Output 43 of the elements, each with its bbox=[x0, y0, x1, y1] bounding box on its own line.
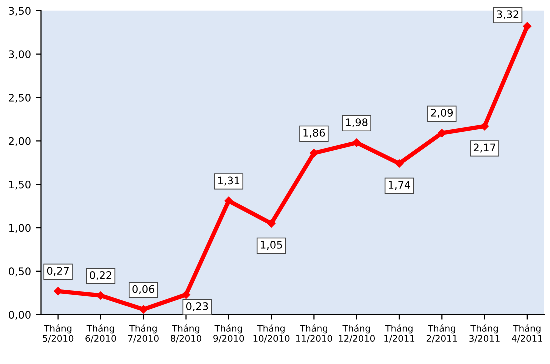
x-tick-label: Tháng 5/2010 bbox=[43, 324, 74, 343]
x-tick-label: Tháng 2/2011 bbox=[426, 324, 458, 343]
point bbox=[310, 149, 318, 158]
x-tick-label: Tháng 4/2011 bbox=[512, 324, 542, 343]
point bbox=[438, 129, 446, 138]
x-tick-label: Tháng 1/2011 bbox=[384, 324, 415, 343]
data-label: 3,32 bbox=[497, 10, 519, 20]
data-label: 1,31 bbox=[218, 176, 240, 186]
y-tick-label: 3,50 bbox=[9, 7, 31, 16]
x-tick-label: Tháng 10/2010 bbox=[254, 324, 290, 343]
point bbox=[224, 196, 234, 206]
data-label: 0,23 bbox=[186, 302, 208, 312]
data-label: 0,27 bbox=[47, 267, 70, 276]
x-tick-label: Tháng 3/2011 bbox=[470, 324, 500, 343]
y-tick-label: 2,50 bbox=[9, 94, 31, 103]
point bbox=[139, 306, 148, 314]
x-tick-label: Tháng 7/2010 bbox=[128, 324, 159, 343]
data-label: 1,86 bbox=[304, 129, 326, 138]
y-tick-label: 0,00 bbox=[9, 311, 31, 320]
data-label: 1,05 bbox=[261, 241, 282, 250]
point bbox=[523, 22, 532, 31]
data-label: 2,09 bbox=[431, 109, 454, 118]
point bbox=[54, 287, 62, 296]
y-tick-label: 2,00 bbox=[9, 137, 31, 146]
point bbox=[480, 122, 489, 131]
y-tick-label: 0,50 bbox=[9, 268, 31, 277]
point bbox=[182, 290, 190, 300]
x-tick-label: Tháng 12/2010 bbox=[339, 324, 375, 343]
point bbox=[352, 138, 361, 148]
x-tick-label: Tháng 6/2010 bbox=[86, 324, 116, 343]
x-tick-label: Tháng 11/2010 bbox=[296, 324, 332, 343]
y-tick-label: 3,00 bbox=[9, 50, 31, 60]
point bbox=[395, 160, 404, 168]
data-label: 1,74 bbox=[389, 181, 411, 190]
y-tick-label: 1,50 bbox=[9, 180, 31, 190]
y-tick-label: 1,00 bbox=[9, 224, 31, 234]
x-tick-label: Tháng 8/2010 bbox=[170, 324, 202, 343]
data-label: 1,98 bbox=[346, 118, 368, 128]
point bbox=[267, 220, 276, 228]
data-label: 0,06 bbox=[132, 285, 155, 294]
data-label: 2,17 bbox=[474, 144, 496, 153]
data-label: 0,22 bbox=[90, 271, 112, 280]
x-tick-label: Tháng 9/2010 bbox=[214, 324, 244, 343]
